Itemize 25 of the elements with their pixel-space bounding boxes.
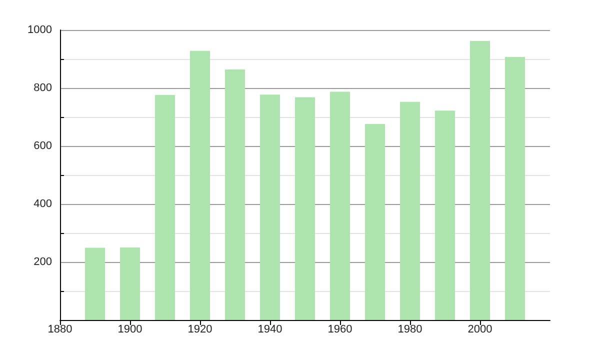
bar <box>400 102 420 320</box>
x-tick-label: 1940 <box>258 324 282 336</box>
y-tick-label: 1000 <box>28 24 52 36</box>
x-tick-label: 1960 <box>328 324 352 336</box>
bar <box>295 97 315 320</box>
bar <box>85 248 105 320</box>
x-tick-label: 1980 <box>398 324 422 336</box>
x-tick-label: 1880 <box>48 324 72 336</box>
y-tick-label: 400 <box>34 198 52 210</box>
bar <box>190 50 210 320</box>
x-tick-label: 1920 <box>188 324 212 336</box>
bar <box>120 248 140 320</box>
y-tick-label: 800 <box>34 82 52 94</box>
bar <box>330 92 350 320</box>
bar <box>505 56 525 320</box>
x-tick-label: 2000 <box>468 324 492 336</box>
bar <box>365 124 385 320</box>
y-tick-label: 600 <box>34 140 52 152</box>
bar <box>225 69 245 320</box>
bar <box>260 94 280 320</box>
bar <box>470 41 490 320</box>
y-tick-label: 200 <box>34 256 52 268</box>
x-tick-label: 1900 <box>118 324 142 336</box>
bar <box>435 110 455 320</box>
bar <box>155 94 175 320</box>
